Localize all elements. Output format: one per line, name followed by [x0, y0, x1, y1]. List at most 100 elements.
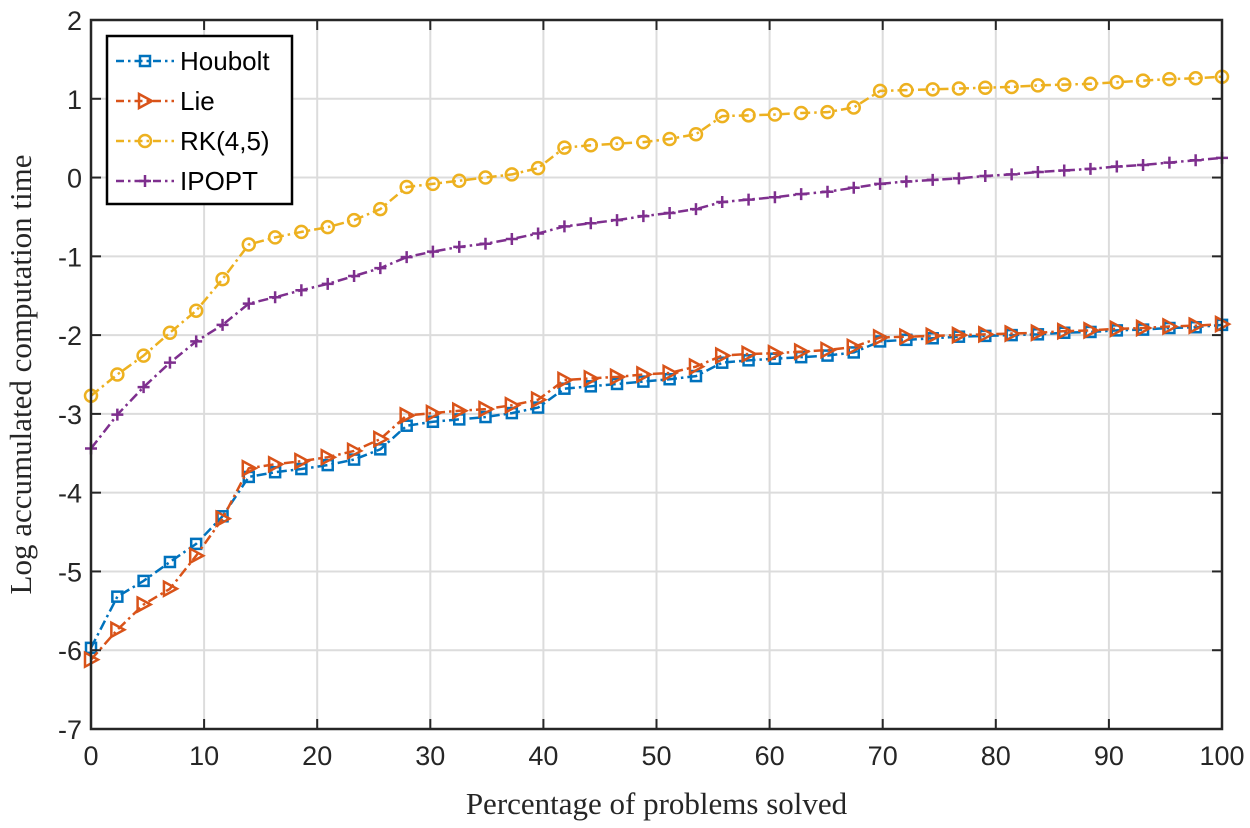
data-point-ipopt — [295, 284, 308, 297]
data-point-rk-4-5 — [1030, 78, 1046, 93]
data-point-rk-4-5 — [1083, 76, 1098, 92]
data-point-lie — [1135, 318, 1153, 338]
data-point-rk-4-5 — [1004, 79, 1019, 95]
data-point-rk-4-5 — [530, 160, 546, 176]
data-point-rk-4-5 — [1162, 71, 1177, 87]
data-point-ipopt — [952, 172, 965, 185]
data-point-ipopt — [663, 207, 676, 220]
data-point-ipopt — [979, 169, 992, 182]
legend-box — [105, 34, 294, 206]
data-point-lie — [1162, 317, 1180, 336]
data-point-rk-4-5 — [662, 131, 677, 147]
data-point-rk-4-5 — [925, 82, 940, 97]
y-tick-label: -7 — [58, 715, 82, 745]
data-point-rk-4-5 — [872, 83, 888, 99]
x-tick-label: 80 — [981, 741, 1011, 771]
x-tick-label: 30 — [415, 741, 445, 771]
legend-marker-ipopt — [139, 175, 151, 187]
data-point-ipopt — [1189, 154, 1202, 167]
data-point-lie — [1056, 322, 1074, 341]
data-point-houbolt — [189, 537, 203, 551]
data-point-rk-4-5 — [399, 179, 414, 195]
data-point-houbolt — [400, 419, 413, 432]
x-tick-label: 40 — [528, 741, 558, 771]
data-point-lie — [162, 579, 180, 598]
legend-label-houbolt: Houbolt — [180, 46, 270, 76]
y-tick-label: 2 — [67, 6, 82, 36]
data-point-rk-4-5 — [1135, 73, 1151, 88]
data-point-ipopt — [1137, 158, 1150, 171]
x-tick-label: 0 — [83, 741, 98, 771]
data-point-rk-4-5 — [136, 348, 151, 363]
data-point-houbolt — [374, 443, 387, 456]
data-point-ipopt — [716, 195, 729, 208]
x-tick-label: 70 — [868, 741, 898, 771]
data-point-ipopt — [1005, 168, 1018, 181]
data-point-lie — [267, 455, 285, 474]
data-point-rk-4-5 — [899, 82, 914, 98]
series-line-rk-4-5 — [90, 75, 1223, 397]
data-point-rk-4-5 — [452, 173, 467, 188]
data-point-rk-4-5 — [294, 224, 309, 240]
data-point-ipopt — [505, 233, 518, 246]
data-point-lie — [767, 344, 785, 363]
data-point-ipopt — [558, 220, 571, 233]
data-point-lie — [820, 340, 838, 360]
data-point-lie — [1188, 316, 1206, 335]
data-point-ipopt — [137, 381, 150, 394]
data-point-rk-4-5 — [110, 367, 125, 382]
data-point-ipopt — [269, 291, 282, 304]
y-tick-label: 1 — [67, 85, 82, 115]
data-point-ipopt — [374, 262, 387, 275]
data-point-lie — [583, 369, 601, 388]
legend-marker-rk-4-5 — [137, 133, 153, 149]
data-point-ipopt — [111, 408, 124, 421]
data-point-lie — [978, 325, 995, 344]
data-point-ipopt — [795, 188, 808, 201]
data-point-rk-4-5 — [267, 230, 283, 245]
data-point-rk-4-5 — [425, 176, 441, 192]
data-point-ipopt — [1084, 162, 1097, 175]
data-point-lie — [688, 357, 706, 376]
data-point-lie — [110, 620, 127, 639]
y-tick-label: -3 — [58, 400, 82, 430]
data-point-ipopt — [216, 318, 229, 331]
x-tick-label: 60 — [755, 741, 785, 771]
data-point-lie — [136, 595, 154, 614]
data-point-lie — [241, 459, 259, 478]
legend: Houbolt Lie RK(4,5) IPOPT — [105, 34, 294, 206]
data-point-ipopt — [611, 214, 624, 227]
data-point-ipopt — [532, 227, 545, 240]
data-point-rk-4-5 — [583, 138, 599, 153]
data-point-ipopt — [163, 356, 176, 369]
data-point-lie — [530, 390, 548, 409]
series-rk-4-5 — [83, 69, 1230, 404]
data-point-rk-4-5 — [741, 108, 756, 123]
data-point-rk-4-5 — [636, 134, 651, 150]
data-point-houbolt — [137, 574, 150, 588]
data-point-ipopt — [453, 240, 466, 253]
x-tick-label: 90 — [1094, 741, 1124, 771]
legend-label-rk-4-5: RK(4,5) — [180, 126, 270, 156]
x-tick-label: 100 — [1199, 741, 1244, 771]
data-point-lie — [846, 337, 864, 357]
data-point-ipopt — [847, 181, 860, 194]
series-lie — [83, 314, 1232, 669]
data-point-rk-4-5 — [1188, 71, 1203, 86]
x-axis-title: Percentage of problems solved — [466, 786, 848, 821]
data-point-ipopt — [426, 245, 439, 258]
data-point-ipopt — [1163, 156, 1176, 169]
tick-layer: 0 10 20 30 40 50 60 70 80 90 100 -7 -6 -5 -4 -3 -2 -1 0 1 2 — [58, 6, 1245, 771]
x-tick-label: 20 — [302, 741, 332, 771]
data-point-rk-4-5 — [793, 105, 809, 121]
legend-marker-lie — [137, 91, 155, 111]
data-point-rk-4-5 — [557, 140, 572, 155]
data-point-ipopt — [742, 193, 755, 206]
data-point-rk-4-5 — [1109, 74, 1125, 90]
data-point-ipopt — [689, 203, 702, 216]
data-point-rk-4-5 — [1056, 77, 1072, 92]
data-point-ipopt — [1031, 166, 1044, 179]
data-point-ipopt — [479, 237, 492, 250]
data-point-lie — [793, 342, 811, 361]
